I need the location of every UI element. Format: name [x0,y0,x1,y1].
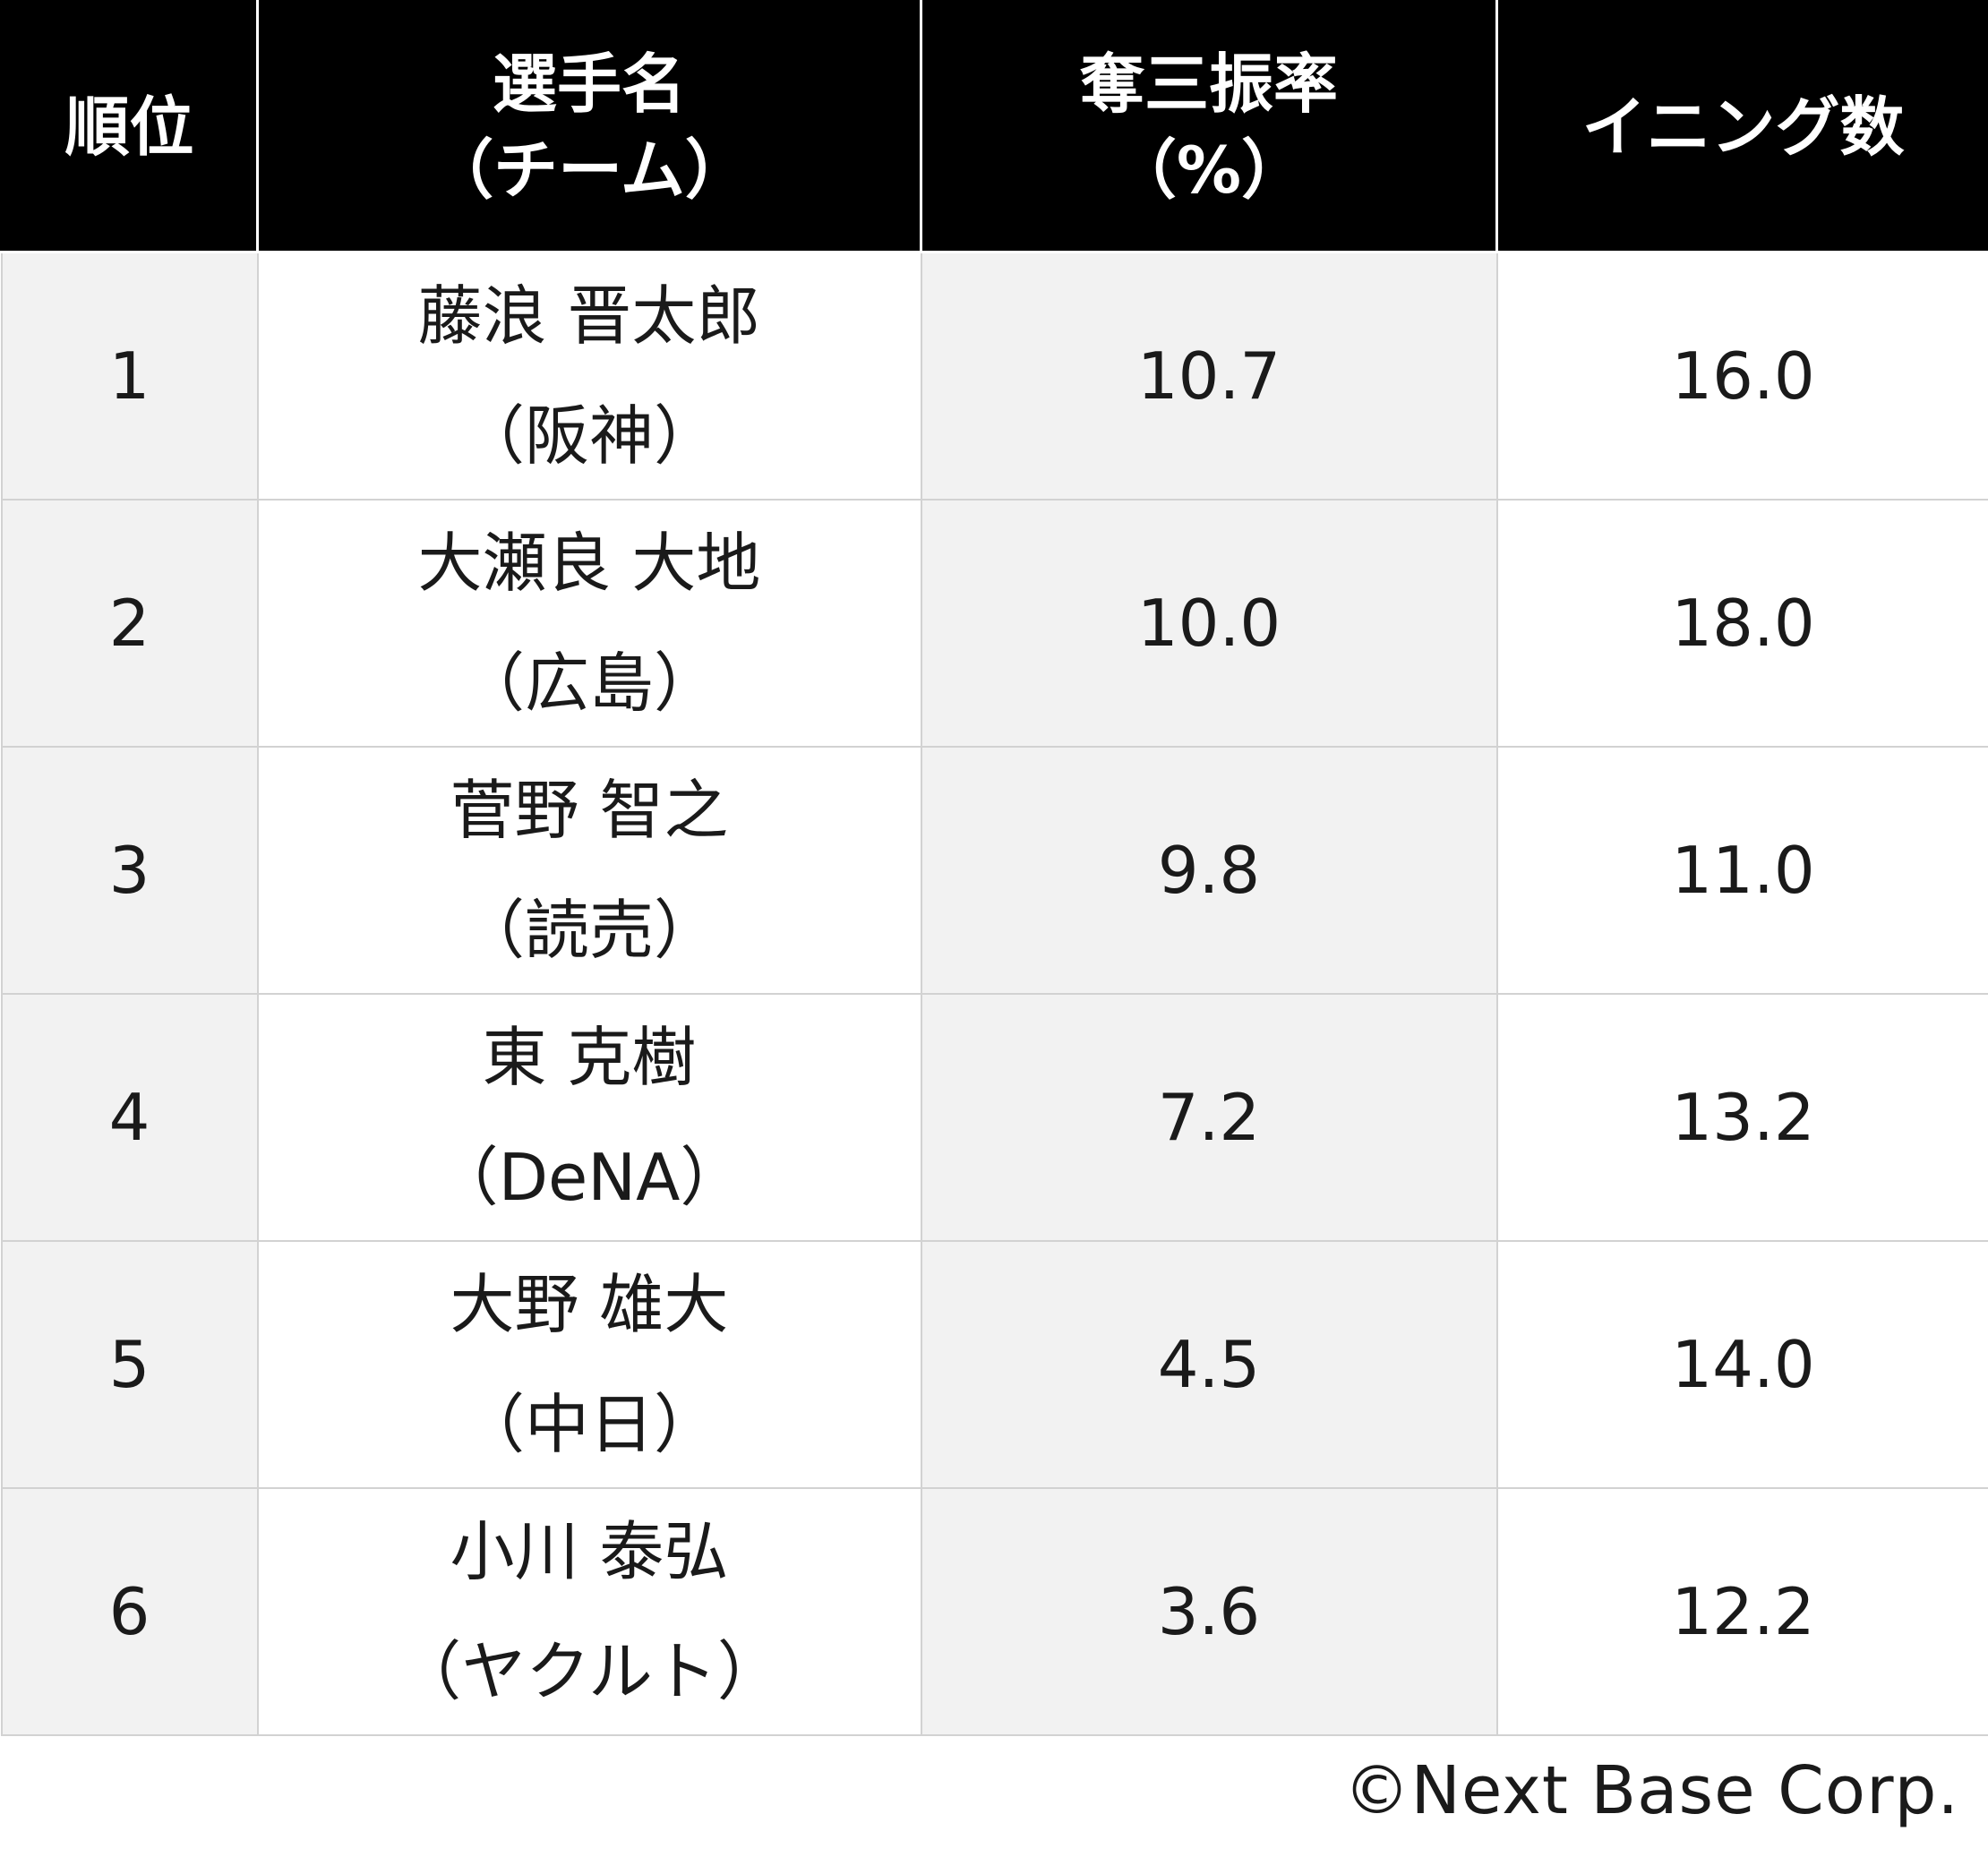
strikeout-rate-cell: 10.7 [920,251,1498,501]
header-strikeout-rate-label: 奪三振率 [1079,46,1338,122]
table-row: 6 小川 泰弘 （ヤクルト） 3.6 12.2 [0,1487,1988,1736]
rank-cell: 2 [0,499,259,748]
rank-cell: 1 [0,251,259,501]
player-cell: 東 克樹 （DeNA） [256,993,922,1242]
strikeout-rate-cell: 10.0 [920,499,1498,748]
table-header: 順位 選手名 （チーム） 奪三振率 （%） イニング数 [0,0,1988,253]
player-cell: 藤浪 晋太郎 （阪神） [256,251,922,501]
table-row: 4 東 克樹 （DeNA） 7.2 13.2 [0,993,1988,1242]
team-name: （読売） [459,893,718,968]
strikeout-rate-cell: 3.6 [920,1487,1498,1736]
team-name: （ヤクルト） [397,1634,782,1709]
header-row: 順位 選手名 （チーム） 奪三振率 （%） イニング数 [0,0,1988,253]
player-cell: 小川 泰弘 （ヤクルト） [256,1487,922,1736]
team-name: （中日） [459,1387,718,1462]
player-name: 菅野 智之 [450,773,729,848]
table-row: 5 大野 雄大 （中日） 4.5 14.0 [0,1240,1988,1489]
innings-cell: 12.2 [1495,1487,1988,1736]
player-cell: 大瀬良 大地 （広島） [256,499,922,748]
rank-cell: 6 [0,1487,259,1736]
innings-cell: 16.0 [1495,251,1988,501]
header-rank-label: 順位 [64,89,194,165]
innings-cell: 13.2 [1495,993,1988,1242]
table-row: 2 大瀬良 大地 （広島） 10.0 18.0 [0,499,1988,748]
team-name: （DeNA） [433,1140,745,1215]
header-player: 選手名 （チーム） [256,0,922,253]
rank-cell: 4 [0,993,259,1242]
player-cell: 大野 雄大 （中日） [256,1240,922,1489]
header-rank: 順位 [0,0,259,253]
player-name: 東 克樹 [482,1020,697,1095]
player-name: 大野 雄大 [450,1267,729,1342]
strikeout-rate-cell: 7.2 [920,993,1498,1242]
header-player-label: 選手名 [492,46,686,122]
player-name: 大瀬良 大地 [417,526,761,601]
table-body: 1 藤浪 晋太郎 （阪神） 10.7 16.0 2 大瀬良 大地 （広島） 10… [0,251,1988,1736]
team-name: （広島） [459,646,718,721]
player-name: 小川 泰弘 [450,1514,729,1589]
rank-cell: 3 [0,746,259,995]
header-strikeout-rate: 奪三振率 （%） [920,0,1498,253]
player-name: 藤浪 晋太郎 [417,278,761,354]
player-cell: 菅野 智之 （読売） [256,746,922,995]
innings-cell: 18.0 [1495,499,1988,748]
header-team-label: （チーム） [429,132,750,208]
header-innings-label: イニング数 [1581,89,1905,165]
header-strikeout-rate-unit: （%） [1111,132,1307,208]
strikeout-rate-cell: 4.5 [920,1240,1498,1489]
header-innings: イニング数 [1495,0,1988,253]
copyright-notice: ©Next Base Corp. [1343,1752,1959,1829]
strikeout-rate-cell: 9.8 [920,746,1498,995]
team-name: （阪神） [459,398,718,474]
innings-cell: 11.0 [1495,746,1988,995]
strikeout-rate-table: 順位 選手名 （チーム） 奪三振率 （%） イニング数 1 藤浪 晋太郎 （阪神… [0,0,1988,1736]
innings-cell: 14.0 [1495,1240,1988,1489]
table-row: 1 藤浪 晋太郎 （阪神） 10.7 16.0 [0,251,1988,501]
table-row: 3 菅野 智之 （読売） 9.8 11.0 [0,746,1988,995]
rank-cell: 5 [0,1240,259,1489]
